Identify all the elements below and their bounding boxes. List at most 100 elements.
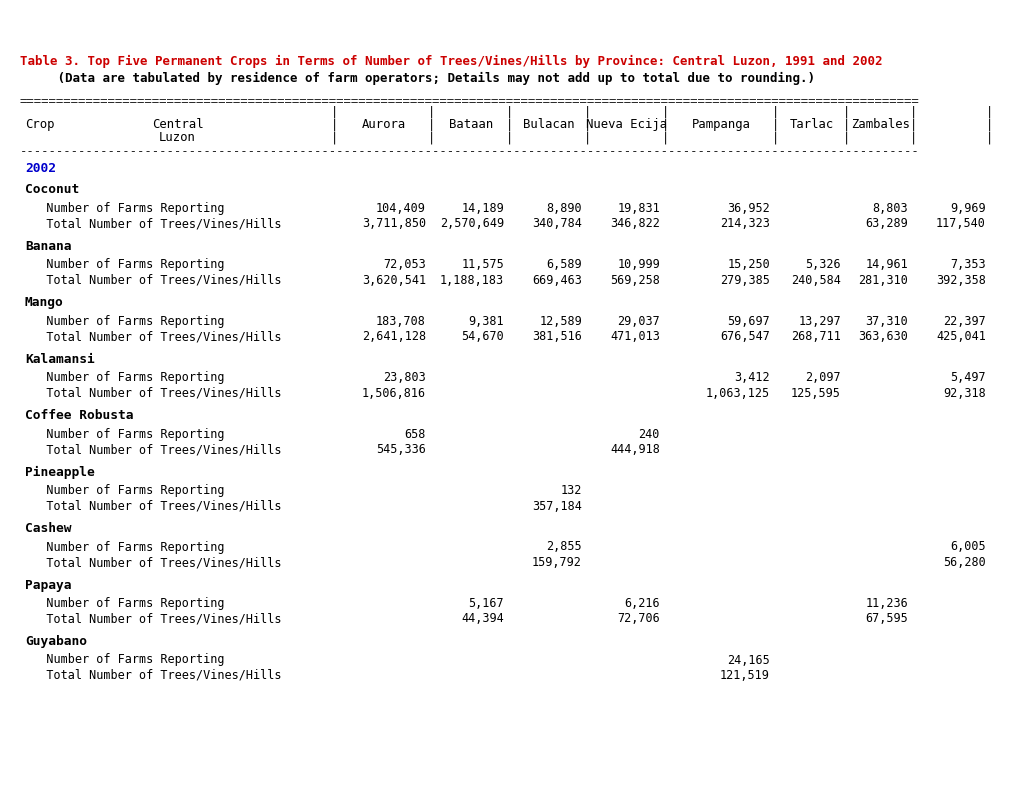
Text: Number of Farms Reporting: Number of Farms Reporting [25, 371, 224, 384]
Text: |: | [985, 131, 993, 144]
Text: Aurora: Aurora [361, 118, 406, 131]
Text: Total Number of Trees/Vines/Hills: Total Number of Trees/Vines/Hills [25, 556, 281, 569]
Text: |: | [505, 118, 514, 131]
Text: Number of Farms Reporting: Number of Farms Reporting [25, 258, 224, 271]
Text: Nueva Ecija: Nueva Ecija [586, 118, 666, 131]
Text: 15,250: 15,250 [727, 258, 769, 271]
Text: 22,397: 22,397 [943, 314, 985, 328]
Text: Table 3. Top Five Permanent Crops in Terms of Number of Trees/Vines/Hills by Pro: Table 3. Top Five Permanent Crops in Ter… [20, 55, 881, 68]
Text: |: | [428, 105, 435, 118]
Text: 1,506,816: 1,506,816 [362, 386, 426, 400]
Text: Number of Farms Reporting: Number of Farms Reporting [25, 653, 224, 667]
Text: 240: 240 [638, 428, 659, 440]
Text: |: | [331, 105, 338, 118]
Text: Total Number of Trees/Vines/Hills: Total Number of Trees/Vines/Hills [25, 273, 281, 287]
Text: 425,041: 425,041 [935, 330, 985, 343]
Text: 183,708: 183,708 [376, 314, 426, 328]
Text: 132: 132 [560, 484, 582, 497]
Text: ================================================================================: ========================================… [20, 95, 919, 108]
Text: 346,822: 346,822 [609, 217, 659, 230]
Text: 2,570,649: 2,570,649 [439, 217, 503, 230]
Text: Total Number of Trees/Vines/Hills: Total Number of Trees/Vines/Hills [25, 217, 281, 230]
Text: |: | [909, 118, 917, 131]
Text: Papaya: Papaya [25, 578, 71, 592]
Text: 340,784: 340,784 [532, 217, 582, 230]
Text: |: | [505, 105, 514, 118]
Text: Luzon: Luzon [159, 131, 196, 144]
Text: 10,999: 10,999 [616, 258, 659, 271]
Text: 240,584: 240,584 [791, 273, 841, 287]
Text: Pineapple: Pineapple [25, 466, 95, 478]
Text: 36,952: 36,952 [727, 202, 769, 214]
Text: |: | [843, 118, 850, 131]
Text: 392,358: 392,358 [935, 273, 985, 287]
Text: |: | [909, 131, 917, 144]
Text: 11,236: 11,236 [864, 597, 907, 610]
Text: --------------------------------------------------------------------------------: ----------------------------------------… [20, 145, 919, 158]
Text: |: | [985, 118, 993, 131]
Text: 281,310: 281,310 [857, 273, 907, 287]
Text: 6,005: 6,005 [950, 541, 985, 553]
Text: 1,188,183: 1,188,183 [439, 273, 503, 287]
Text: 121,519: 121,519 [719, 669, 769, 682]
Text: Guyabano: Guyabano [25, 635, 87, 648]
Text: |: | [584, 118, 591, 131]
Text: |: | [661, 131, 669, 144]
Text: 5,167: 5,167 [468, 597, 503, 610]
Text: Total Number of Trees/Vines/Hills: Total Number of Trees/Vines/Hills [25, 612, 281, 626]
Text: 125,595: 125,595 [791, 386, 841, 400]
Text: |: | [661, 105, 669, 118]
Text: 471,013: 471,013 [609, 330, 659, 343]
Text: 59,697: 59,697 [727, 314, 769, 328]
Text: 676,547: 676,547 [719, 330, 769, 343]
Text: 2002: 2002 [25, 162, 56, 175]
Text: 7,353: 7,353 [950, 258, 985, 271]
Text: |: | [771, 105, 779, 118]
Text: 8,803: 8,803 [871, 202, 907, 214]
Text: 381,516: 381,516 [532, 330, 582, 343]
Text: |: | [584, 131, 591, 144]
Text: Pampanga: Pampanga [691, 118, 750, 131]
Text: 6,589: 6,589 [546, 258, 582, 271]
Text: Total Number of Trees/Vines/Hills: Total Number of Trees/Vines/Hills [25, 669, 281, 682]
Text: 9,381: 9,381 [468, 314, 503, 328]
Text: |: | [428, 118, 435, 131]
Text: 29,037: 29,037 [616, 314, 659, 328]
Text: 72,053: 72,053 [383, 258, 426, 271]
Text: 54,670: 54,670 [461, 330, 503, 343]
Text: 67,595: 67,595 [864, 612, 907, 626]
Text: 37,310: 37,310 [864, 314, 907, 328]
Text: 11,575: 11,575 [461, 258, 503, 271]
Text: |: | [661, 118, 669, 131]
Text: 3,620,541: 3,620,541 [362, 273, 426, 287]
Text: 104,409: 104,409 [376, 202, 426, 214]
Text: |: | [985, 105, 993, 118]
Text: Central: Central [152, 118, 203, 131]
Text: 569,258: 569,258 [609, 273, 659, 287]
Text: 24,165: 24,165 [727, 653, 769, 667]
Text: Kalamansi: Kalamansi [25, 352, 95, 366]
Text: Crop: Crop [25, 118, 54, 131]
Text: 19,831: 19,831 [616, 202, 659, 214]
Text: 3,412: 3,412 [734, 371, 769, 384]
Text: Number of Farms Reporting: Number of Farms Reporting [25, 314, 224, 328]
Text: 2,097: 2,097 [805, 371, 841, 384]
Text: 1,063,125: 1,063,125 [705, 386, 769, 400]
Text: 3,711,850: 3,711,850 [362, 217, 426, 230]
Text: |: | [909, 105, 917, 118]
Text: Zambales: Zambales [850, 118, 909, 131]
Text: Coconut: Coconut [25, 183, 79, 196]
Text: 14,961: 14,961 [864, 258, 907, 271]
Text: 14,189: 14,189 [461, 202, 503, 214]
Text: 56,280: 56,280 [943, 556, 985, 569]
Text: 12,589: 12,589 [539, 314, 582, 328]
Text: 159,792: 159,792 [532, 556, 582, 569]
Text: 72,706: 72,706 [616, 612, 659, 626]
Text: 444,918: 444,918 [609, 443, 659, 456]
Text: 63,289: 63,289 [864, 217, 907, 230]
Text: Total Number of Trees/Vines/Hills: Total Number of Trees/Vines/Hills [25, 386, 281, 400]
Text: Mango: Mango [25, 296, 64, 309]
Text: 23,803: 23,803 [383, 371, 426, 384]
Text: |: | [843, 105, 850, 118]
Text: |: | [331, 131, 338, 144]
